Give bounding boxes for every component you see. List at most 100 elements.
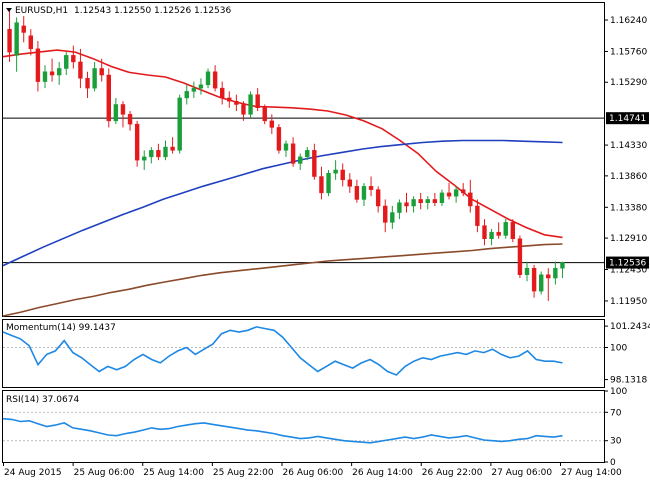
candle-body (149, 150, 154, 158)
candle-body (446, 192, 452, 197)
time-axis-label: 25 Aug 06:00 (74, 468, 135, 478)
candle-body (538, 274, 544, 292)
price-axis-label: 1.11950 (610, 297, 647, 307)
candle-body (340, 169, 345, 181)
price-axis-label: 1.16240 (610, 16, 647, 26)
candle-body (170, 146, 175, 151)
candle-body (531, 267, 537, 292)
price-axis-label: 1.13860 (610, 172, 647, 182)
rsi-axis-label: 30 (610, 437, 622, 447)
time-axis-label: 26 Aug 06:00 (283, 468, 344, 478)
collapse-arrow-icon[interactable] (6, 8, 12, 12)
candle-body (411, 199, 416, 207)
candle-body (42, 71, 48, 82)
rsi-line (2, 417, 563, 444)
candle-body (198, 84, 204, 89)
candle-body (283, 143, 289, 151)
candle-body (35, 48, 41, 82)
candle-body (354, 186, 360, 200)
candle-body (432, 199, 438, 203)
candle-body (276, 127, 282, 151)
price-axis-label: 1.14330 (610, 141, 647, 151)
candle-body (92, 68, 97, 89)
header-open: 1.12543 (74, 6, 111, 16)
time-axis-label: 27 Aug 14:00 (561, 468, 622, 478)
momentum-axis-label: 101.2434 (610, 322, 650, 332)
candle-body (297, 156, 303, 164)
candle-body (142, 156, 147, 161)
candle-body (461, 189, 466, 194)
candle-body (312, 150, 317, 177)
momentum-axis-label: 100 (610, 343, 627, 353)
candle-body (255, 94, 260, 109)
header-low: 1.12526 (154, 6, 191, 16)
candle-body (227, 97, 232, 102)
candle-body (290, 143, 296, 164)
candle-body (482, 225, 487, 239)
candle-body (397, 202, 402, 213)
candle-body (28, 35, 34, 50)
candle-body (333, 169, 338, 174)
price-axis-label: 1.13380 (610, 203, 647, 213)
header-high: 1.12550 (114, 6, 151, 16)
candle-body (205, 71, 211, 86)
candle-body (517, 238, 523, 275)
candle-body (404, 202, 409, 207)
candle-body (49, 71, 55, 76)
candle-body (496, 231, 501, 236)
candle-body (56, 68, 62, 76)
level-tag-bg (606, 112, 649, 125)
time-axis-label: 25 Aug 14:00 (143, 468, 204, 478)
candle-body (71, 55, 76, 63)
candle-body (475, 205, 480, 226)
candle-body (184, 91, 189, 99)
price-tag-bg (606, 256, 649, 269)
candle-body (120, 104, 126, 115)
time-axis-label: 25 Aug 22:00 (213, 468, 274, 478)
candle-body (439, 192, 445, 203)
rsi-axis-label: 0 (610, 458, 616, 468)
candle-body (269, 120, 275, 128)
candle-body (21, 25, 26, 33)
candle-body (510, 222, 516, 239)
price-tag-text: 1.12536 (609, 259, 646, 269)
candle-body (503, 222, 508, 236)
time-axis-label: 27 Aug 06:00 (491, 468, 552, 478)
candle-body (305, 150, 310, 158)
candle-body (383, 205, 388, 223)
candle-body (191, 87, 197, 92)
candle-body (553, 267, 558, 279)
candle-body (241, 104, 246, 115)
time-axis-label: 26 Aug 14:00 (352, 468, 413, 478)
candle-body (156, 150, 161, 158)
candle-body (7, 28, 12, 53)
candle-body (262, 107, 267, 122)
price-axis-label: 1.12430 (610, 266, 647, 276)
candle-body (212, 71, 218, 89)
level-tag-text: 1.14741 (609, 114, 646, 124)
rsi-axis-label: 70 (610, 408, 622, 418)
time-axis-label: 26 Aug 22:00 (422, 468, 483, 478)
candle-body (453, 189, 459, 197)
candle-body (78, 61, 83, 79)
candle-body (234, 100, 239, 105)
candle-body (546, 274, 551, 279)
rsi-panel-frame (2, 390, 605, 463)
candle-body (220, 87, 225, 99)
candle-body (319, 176, 324, 194)
candle-body (248, 94, 253, 115)
candle-body (177, 97, 182, 151)
header-close: 1.12536 (194, 6, 231, 16)
candle-body (390, 212, 395, 223)
price-axis-label: 1.12910 (610, 234, 647, 244)
candle-body (14, 22, 19, 56)
candle-body (113, 104, 119, 122)
candle-body (326, 173, 331, 194)
candle-body (106, 74, 111, 122)
candle-body (347, 179, 352, 187)
momentum-line (2, 326, 563, 376)
header-symbol: EURUSD,H1 (15, 6, 68, 16)
candle-body (560, 262, 565, 269)
